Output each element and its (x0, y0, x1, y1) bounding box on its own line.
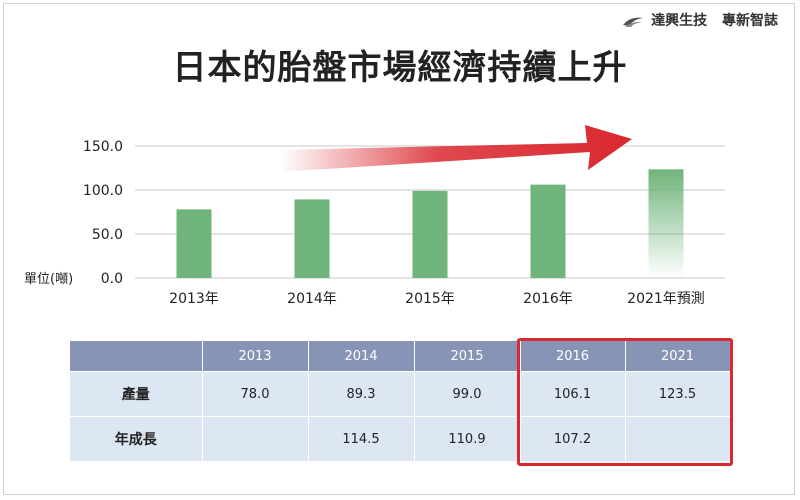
page-title: 日本的胎盤市場經濟持續上升 (172, 48, 628, 88)
brand: 達興生技 專新智誌 (622, 10, 778, 30)
x-tick-label: 2015年 (405, 291, 455, 307)
table-cell: 123.5 (625, 371, 731, 417)
bar (176, 209, 212, 278)
y-tick-label: 150.0 (83, 139, 123, 155)
x-tick-label: 2016年 (523, 291, 573, 307)
y-tick-label: 50.0 (92, 227, 123, 243)
x-tick-label: 2021年預測 (627, 291, 705, 307)
brand-subtitle: 專新智誌 (722, 13, 778, 29)
trend-arrow (278, 125, 632, 172)
page-frame (3, 3, 795, 495)
table-header-cell: 2013 (202, 341, 309, 372)
table-cell: 78.0 (202, 371, 309, 417)
table-header-row: 2013 2014 2015 2016 2021 (70, 341, 731, 372)
y-axis-label: 單位(噸) (24, 272, 73, 287)
table-header-cell: 2015 (414, 341, 521, 372)
table-header-cell: 2021 (625, 341, 731, 372)
table-cell: 106.1 (520, 371, 626, 417)
brand-name: 達興生技 (651, 13, 708, 29)
table-row: 產量 78.0 89.3 99.0 106.1 123.5 (70, 371, 731, 417)
table-header-cell: 2016 (520, 341, 626, 372)
bar-chart: 0.0 50.0 100.0 150.0 單位(噸) 2013年 2014年 2015年 201… (24, 125, 725, 307)
bar (412, 190, 448, 278)
brand-logo-icon (623, 17, 644, 27)
x-tick-label: 2013年 (169, 291, 219, 307)
table-header-cell: 2014 (308, 341, 415, 372)
x-tick-label: 2014年 (287, 291, 337, 307)
table-cell: 114.5 (308, 416, 415, 462)
table-cell (625, 416, 731, 462)
row-label: 年成長 (70, 416, 203, 462)
y-tick-label: 0.0 (101, 271, 123, 287)
table-cell: 99.0 (414, 371, 521, 417)
table-cell: 107.2 (520, 416, 626, 462)
bar (294, 199, 330, 278)
bar (530, 184, 566, 278)
table-row: 年成長 114.5 110.9 107.2 (70, 416, 731, 462)
data-table: 2013 2014 2015 2016 2021 產量 78.0 89.3 99… (70, 341, 731, 462)
table-cell (202, 416, 309, 462)
table-header-cell (70, 341, 203, 372)
bar (648, 169, 684, 278)
table-cell: 110.9 (414, 416, 521, 462)
y-tick-label: 100.0 (83, 183, 123, 199)
row-label: 產量 (70, 371, 203, 417)
table-cell: 89.3 (308, 371, 415, 417)
